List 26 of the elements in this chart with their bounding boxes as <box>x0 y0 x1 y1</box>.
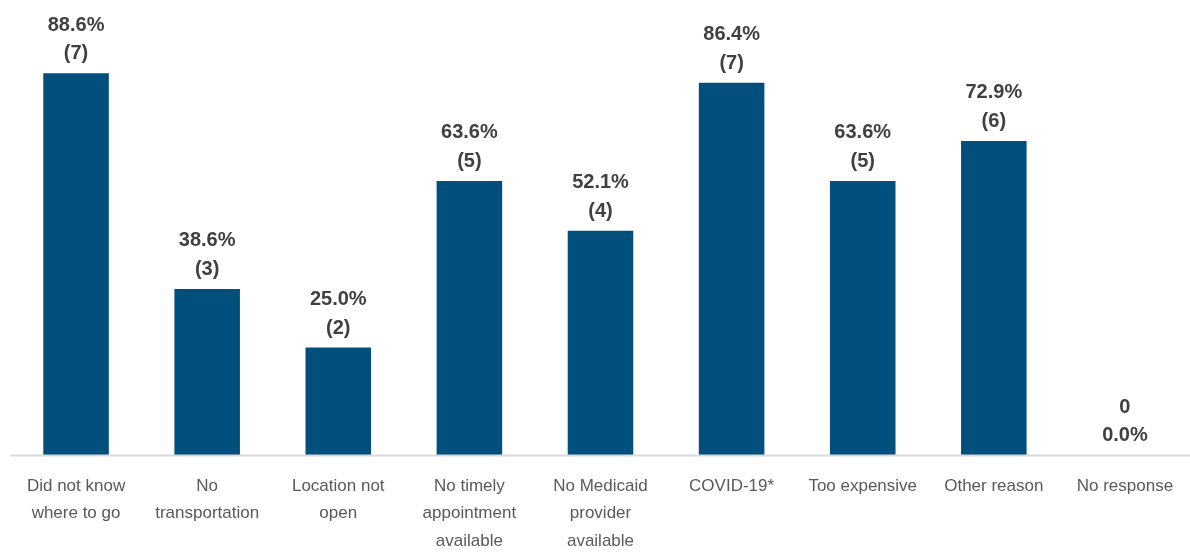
bar <box>829 181 896 456</box>
x-tick-label: No timely appointment available <box>422 475 517 550</box>
x-tick-label: No transportation <box>155 475 260 523</box>
bar <box>436 181 503 456</box>
data-label: 0 0.0% <box>1102 394 1148 446</box>
data-label: 86.4% (7) <box>703 22 761 73</box>
bar <box>567 230 634 456</box>
bar <box>43 73 109 456</box>
bar <box>174 288 240 456</box>
bar <box>698 82 765 456</box>
x-tick-label: No response <box>1076 475 1174 495</box>
data-label: 88.6% (7) <box>47 12 105 64</box>
data-label: 52.1% (4) <box>572 170 630 221</box>
x-tick-label: COVID-19* <box>689 475 775 495</box>
data-label: 63.6% (5) <box>441 120 498 172</box>
data-label: 72.9% (6) <box>965 80 1023 131</box>
x-tick-label: Did not know where to go <box>26 475 126 523</box>
data-label: 63.6% (5) <box>834 120 892 172</box>
x-tick-label: No Medicaid provider available <box>553 475 648 550</box>
bar <box>961 140 1027 456</box>
data-label: 25.0% (2) <box>309 287 367 338</box>
x-tick-label: Location not open <box>291 475 385 523</box>
bar <box>305 347 372 456</box>
x-tick-label: Too expensive <box>808 475 918 495</box>
x-tick-label: Other reason <box>944 475 1044 495</box>
data-label: 38.6% (3) <box>178 228 236 279</box>
